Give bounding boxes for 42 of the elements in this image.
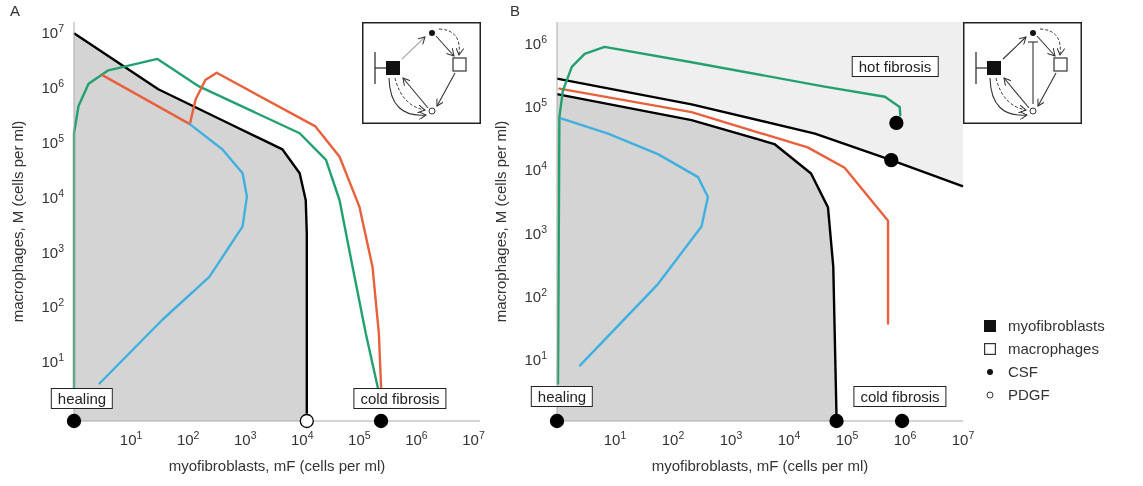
x-tick-label: 10$^{5}$ (835, 429, 859, 448)
x-tick-label: 10$^{1}$ (603, 429, 627, 448)
y-tick-label: 10$^{2}$ (524, 285, 548, 305)
x-tick-label: 10$^{4}$ (777, 429, 801, 448)
y-tick-label: 10$^{1}$ (41, 351, 65, 371)
annotation: cold fibrosis (853, 386, 947, 407)
y-tick-label: 10$^{4}$ (41, 186, 65, 206)
y-tick-label: 10$^{7}$ (41, 22, 65, 42)
x-tick-label: 10$^{4}$ (291, 429, 314, 448)
y-tick-label: 10$^{6}$ (41, 77, 65, 97)
y-axis-title: macrophages, M (cells per ml) (9, 120, 27, 323)
x-tick-label: 10$^{3}$ (233, 429, 257, 448)
chart-title: A (10, 2, 21, 19)
text: PDGF (1008, 386, 1050, 403)
y-tick-label: 10$^{4}$ (524, 159, 548, 179)
x-tick-label: 10$^{5}$ (348, 429, 371, 448)
y-tick-label: 10$^{5}$ (41, 131, 65, 151)
text: CSF (1008, 363, 1038, 380)
annotation: healing (530, 386, 594, 407)
x-tick-label: 10$^{7}$ (951, 429, 975, 448)
x-axis-title: myofibroblasts, mF (cells per ml) (168, 457, 386, 474)
annotation: hot fibrosis (851, 56, 939, 77)
x-tick-label: 10$^{7}$ (462, 429, 485, 448)
y-tick-label: 10$^{6}$ (524, 32, 548, 52)
x-tick-label: 10$^{2}$ (661, 429, 685, 448)
annotation: healing (50, 388, 114, 409)
y-axis-title: macrophages, M (cells per ml) (492, 120, 510, 323)
y-tick-label: 10$^{5}$ (524, 96, 548, 116)
x-tick-label: 10$^{3}$ (719, 429, 743, 448)
x-axis-title: myofibroblasts, mF (cells per ml) (651, 457, 869, 474)
text: myofibroblasts (1008, 317, 1105, 334)
x-tick-label: 10$^{2}$ (176, 429, 200, 448)
text: macrophages (1008, 340, 1099, 357)
x-tick-label: 10$^{6}$ (405, 429, 428, 448)
y-tick-label: 10$^{2}$ (41, 296, 65, 316)
x-tick-label: 10$^{6}$ (893, 429, 917, 448)
y-tick-label: 10$^{3}$ (41, 241, 65, 261)
chart-title: B (510, 2, 521, 19)
annotation: cold fibrosis (353, 388, 447, 409)
y-tick-label: 10$^{3}$ (524, 222, 548, 242)
x-tick-label: 10$^{1}$ (119, 429, 143, 448)
y-tick-label: 10$^{1}$ (524, 349, 548, 369)
